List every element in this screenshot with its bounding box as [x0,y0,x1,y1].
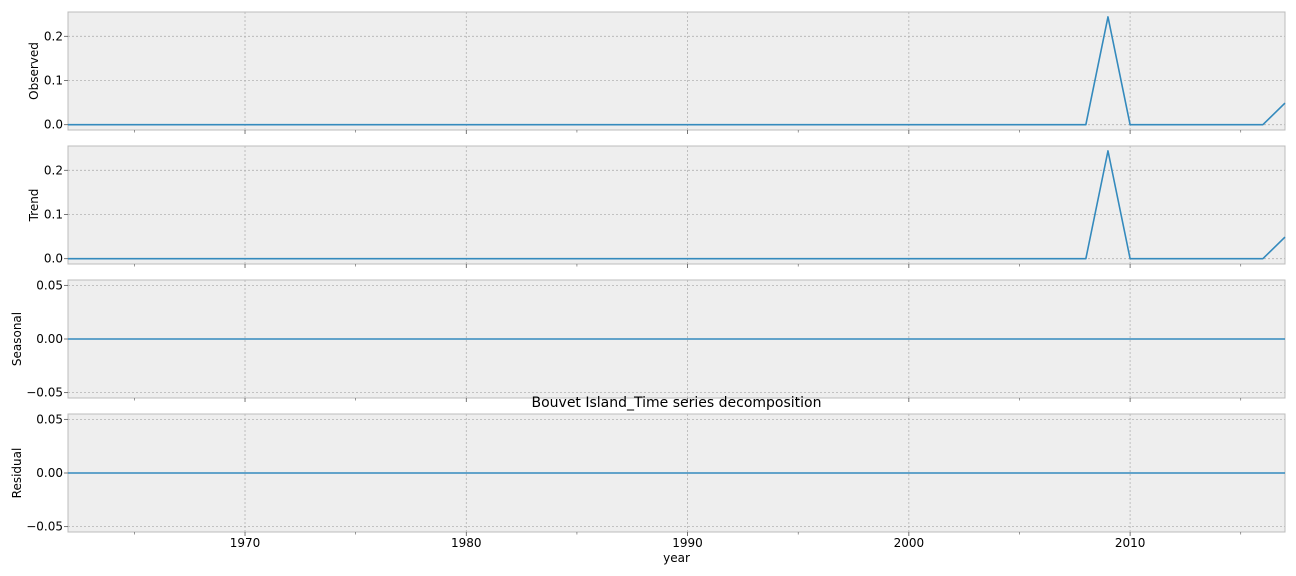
observed-y-tick-label: 0.1 [44,74,63,88]
trend-frame [67,145,1286,265]
trend-y-tick-label: 0.1 [44,208,63,222]
x-tick-label: 1990 [672,536,703,550]
seasonal-y-tick-label: 0.00 [36,332,63,346]
trend-y-tick-label: 0.2 [44,163,63,177]
x-tick-label: 2010 [1115,536,1146,550]
observed-y-axis-label: Observed [27,42,41,100]
residual-y-tick-label: −0.05 [26,520,63,534]
observed-frame [67,11,1286,131]
seasonal-y-tick-label: 0.05 [36,278,63,292]
trend-y-axis-label: Trend [27,189,41,223]
x-axis-label: year [663,551,690,565]
trend-y-tick-label: 0.0 [44,252,63,266]
seasonal-y-tick-label: −0.05 [26,386,63,400]
panels-group: 0.00.10.2Observed0.00.10.2Trend−0.050.00… [10,11,1286,550]
observed-plot-area [68,12,1285,130]
seasonal-panel: −0.05 0.00 0.05 Seasonal [10,278,1286,402]
trend-plot-area [68,146,1285,264]
observed-y-tick-label: 0.0 [44,118,63,132]
residual-panel: −0.05 0.00 0.05 Residual 1970 1980 1990 2000 201… [10,412,1286,550]
trend-series-line [68,150,1286,260]
x-tick-label: 1980 [451,536,482,550]
observed-series-line [68,16,1286,126]
observed-y-tick-label: 0.2 [44,29,63,43]
residual-y-tick-label: 0.00 [36,466,63,480]
residual-y-axis-label: Residual [10,448,24,499]
chart-title: Bouvet Island_Time series decomposition [531,395,821,411]
residual-y-tick-label: 0.05 [36,412,63,426]
x-tick-label: 1970 [230,536,261,550]
seasonal-y-axis-label: Seasonal [10,312,24,366]
x-tick-label: 2000 [894,536,925,550]
